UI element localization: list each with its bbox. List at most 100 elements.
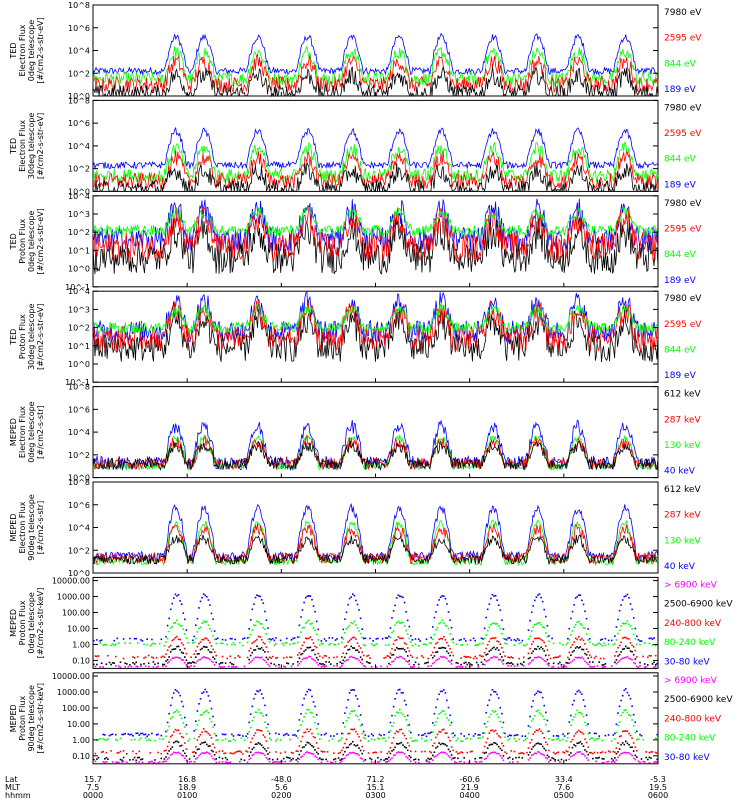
panel-7-magenta-point — [394, 658, 396, 660]
panel-8-red-point — [326, 751, 329, 753]
panel-8-magenta-point — [497, 752, 500, 755]
panel-7-blue-point — [275, 637, 277, 639]
panel-7-red-point — [180, 642, 183, 644]
panel-7-black-point — [169, 651, 172, 653]
panel-7-magenta-point — [637, 666, 640, 669]
panel-7-blue-point — [264, 610, 266, 613]
panel-7-magenta-point — [562, 666, 564, 668]
panel-7-black-point — [516, 663, 519, 666]
panel-8-green-point — [199, 714, 202, 716]
panel-8-black-point — [450, 754, 453, 756]
panel-8-black-point — [319, 757, 321, 759]
panel-8-black-point — [425, 759, 428, 762]
panel-8-black-point — [432, 754, 434, 757]
panel-8-blue-point — [403, 699, 406, 702]
xtick-mlt: 15.1 — [367, 783, 385, 792]
panel-8-green-point — [297, 737, 299, 740]
panel-8-black-point — [634, 754, 637, 757]
panel-7-red-point — [267, 650, 269, 653]
panel-8-red-point — [654, 751, 657, 754]
panel-7-magenta-point — [157, 665, 159, 668]
panel-7-red-point — [322, 656, 324, 659]
panel-7-red-point — [549, 657, 552, 660]
panel-8-blue-point — [563, 735, 566, 737]
panel-7-green-point — [333, 643, 335, 646]
panel-8-green-point — [234, 739, 236, 742]
panel-7-blue-point — [314, 610, 316, 613]
panel-8-blue-point — [631, 705, 633, 707]
panel-8-magenta-point — [587, 759, 589, 761]
panel-7-red-point — [548, 654, 550, 657]
panel-8-magenta-point — [157, 762, 159, 764]
panel-7-green-point — [362, 644, 365, 646]
panel-8-black-point — [121, 759, 123, 762]
panel-7-green-point — [388, 644, 390, 646]
panel-8-blue-point — [265, 714, 268, 716]
panel-8-red-point — [375, 751, 378, 754]
panel-7-green-point — [202, 620, 205, 623]
panel-7-magenta-point — [590, 666, 593, 668]
panel-7-red-point — [257, 635, 260, 638]
panel-7-red-point — [534, 637, 536, 640]
panel-8-black-point — [502, 755, 505, 757]
panel-7-blue-point — [301, 609, 304, 611]
panel-7-black-point — [588, 661, 591, 663]
panel-7-black-point — [620, 651, 622, 653]
panel-7-red-point — [623, 636, 626, 639]
panel-7-green-point — [523, 644, 525, 647]
panel-8-black-point — [620, 743, 622, 746]
panel-7-blue-point — [486, 608, 489, 611]
panel-8-red-point — [163, 750, 166, 752]
panel-7-magenta-point — [588, 665, 591, 668]
panel-7-black-point — [475, 661, 478, 664]
panel-8-red-point — [257, 729, 260, 731]
panel-8-magenta-point — [198, 754, 200, 757]
panel-8-blue-point — [315, 714, 318, 716]
panel-7-red-point — [647, 656, 649, 659]
panel-7-red-point — [311, 638, 313, 641]
panel-7-green-point — [491, 622, 494, 625]
panel-8-black-point — [295, 759, 298, 761]
panel-7-ytick-label: 1.00 — [72, 640, 90, 649]
panel-7-magenta-point — [314, 660, 316, 662]
panel-8-green-point — [433, 724, 436, 727]
panel-8-blue-point — [541, 696, 544, 699]
panel-7-green-point — [490, 624, 492, 626]
panel-6-ylabel: Electron Flux — [18, 501, 27, 553]
panel-8-magenta-point — [494, 751, 497, 754]
panel-3-ytick-label: 10^-1 — [65, 283, 90, 292]
panel-8-magenta-point — [339, 761, 341, 764]
panel-7-green-point — [201, 622, 203, 624]
panel-7-blue-point — [507, 637, 509, 639]
panel-8-black-point — [397, 743, 400, 745]
panel-7-red-point — [636, 656, 638, 658]
panel-8-red-point — [590, 751, 593, 754]
panel-8-green-point — [556, 738, 558, 740]
panel-7-magenta-point — [433, 661, 436, 664]
panel-7-black-point — [501, 656, 503, 658]
panel-8-green-point — [221, 739, 224, 741]
panel-7-blue-point — [348, 597, 351, 600]
panel-7-blue-point — [160, 638, 163, 641]
panel-8-red-point — [587, 746, 589, 748]
panel-7-red-point — [579, 639, 582, 641]
panel-8-green-point — [590, 737, 593, 739]
panel-8-blue-point — [157, 733, 159, 736]
panel-8-green-point — [482, 736, 484, 738]
panel-8-black-point — [582, 745, 585, 747]
panel-7-blue-point — [185, 629, 188, 631]
panel-7-green-point — [443, 622, 445, 624]
panel-6-ytick-label: 10^0 — [68, 569, 90, 578]
panel-7-red-point — [529, 647, 531, 650]
panel-8-green-point — [526, 737, 528, 740]
panel-8-green-point — [614, 738, 616, 740]
panel-7-black-point — [320, 663, 323, 665]
panel-7-blue-point — [179, 600, 181, 602]
panel-7-red-point — [226, 657, 228, 660]
panel-8-black-point — [221, 757, 224, 760]
panel-7-blue-point — [317, 628, 319, 631]
panel-8-magenta-point — [488, 753, 491, 755]
panel-7-black-point — [543, 650, 545, 652]
panel-8-red-point — [221, 750, 224, 752]
panel-8-magenta-point — [582, 753, 585, 755]
